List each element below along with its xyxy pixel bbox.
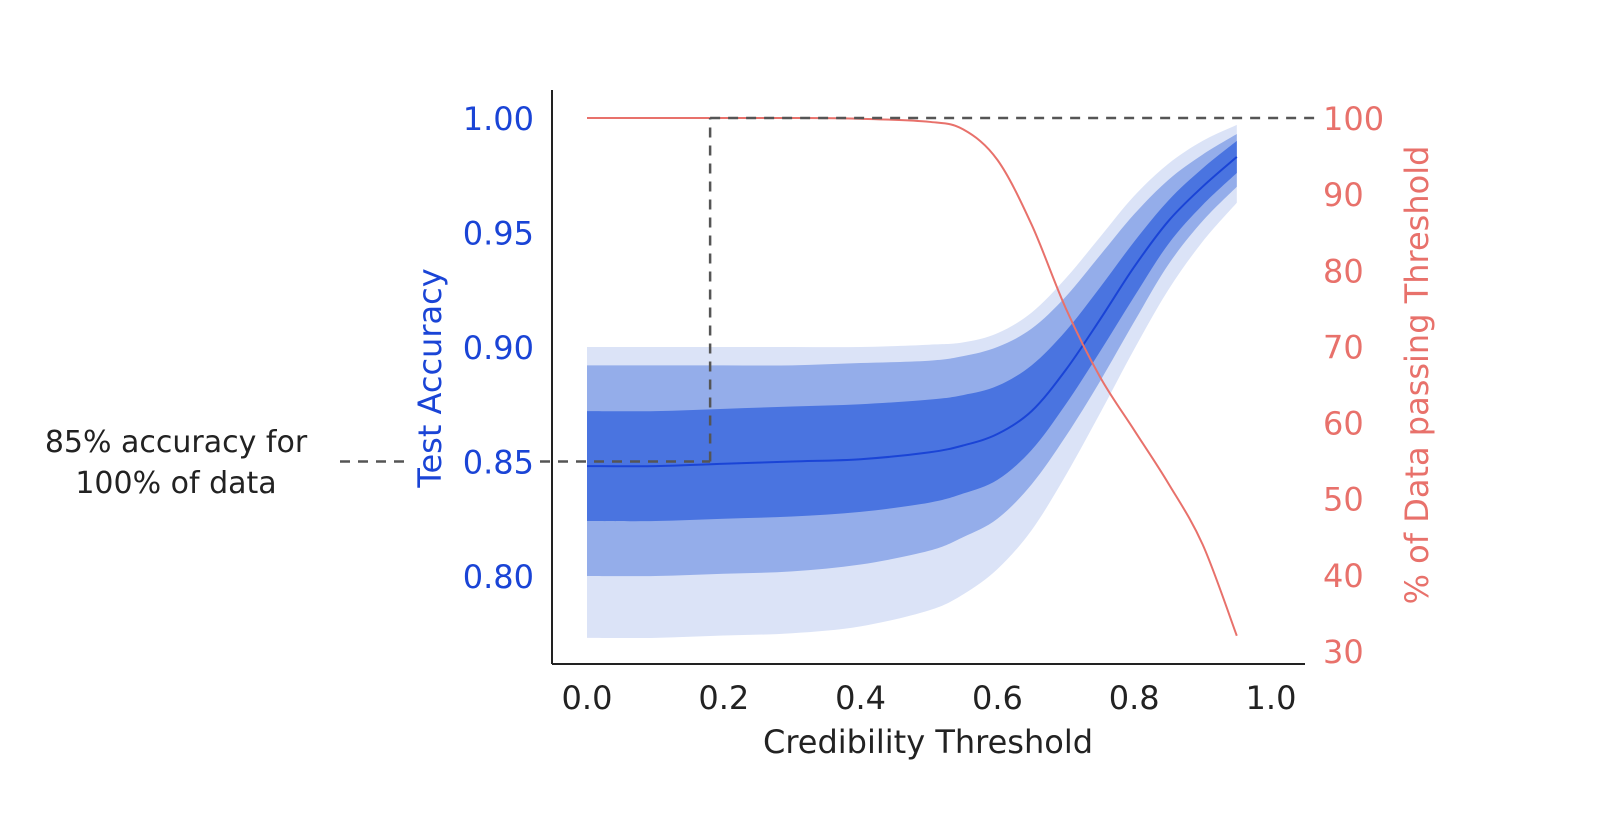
x-tick-label: 0.6 bbox=[972, 679, 1023, 717]
x-axis-ticks: 0.0 0.2 0.4 0.6 0.8 1.0 bbox=[562, 679, 1297, 717]
x-tick-label: 0.4 bbox=[835, 679, 886, 717]
left-tick-label: 0.90 bbox=[463, 329, 534, 367]
right-tick-label: 40 bbox=[1323, 557, 1364, 595]
x-tick-label: 0.8 bbox=[1109, 679, 1160, 717]
right-axis-ticks: 30 40 50 60 70 80 90 100 bbox=[1323, 100, 1384, 671]
left-axis-label: Test Accuracy bbox=[411, 268, 449, 488]
left-axis-ticks: 0.80 0.85 0.90 0.95 1.00 bbox=[463, 100, 534, 596]
left-tick-label: 0.85 bbox=[463, 444, 534, 482]
right-tick-label: 70 bbox=[1323, 328, 1364, 366]
right-tick-label: 80 bbox=[1323, 252, 1364, 290]
accuracy-band-inner bbox=[587, 140, 1237, 522]
right-axis-label: % of Data passing Threshold bbox=[1398, 146, 1436, 605]
right-tick-label: 100 bbox=[1323, 100, 1384, 138]
annotation-line-1: 85% accuracy for bbox=[45, 425, 308, 460]
x-axis-label: Credibility Threshold bbox=[763, 723, 1093, 761]
accuracy-bands bbox=[587, 124, 1237, 638]
right-tick-label: 50 bbox=[1323, 481, 1364, 519]
left-tick-label: 0.95 bbox=[463, 215, 534, 253]
series-lines bbox=[586, 116, 1238, 637]
x-tick-label: 0.2 bbox=[698, 679, 749, 717]
x-tick-label: 0.0 bbox=[562, 679, 613, 717]
axes bbox=[551, 90, 1305, 665]
data-passing-line bbox=[587, 116, 1238, 637]
accuracy-mean-line bbox=[586, 156, 1238, 468]
left-tick-label: 0.80 bbox=[463, 558, 534, 596]
left-tick-label: 1.00 bbox=[463, 100, 534, 138]
x-tick-label: 1.0 bbox=[1246, 679, 1297, 717]
reference-lines bbox=[340, 116, 1316, 463]
right-tick-label: 90 bbox=[1323, 176, 1364, 214]
right-tick-label: 30 bbox=[1323, 633, 1364, 671]
annotation-line-2: 100% of data bbox=[75, 466, 276, 501]
right-tick-label: 60 bbox=[1323, 405, 1364, 443]
